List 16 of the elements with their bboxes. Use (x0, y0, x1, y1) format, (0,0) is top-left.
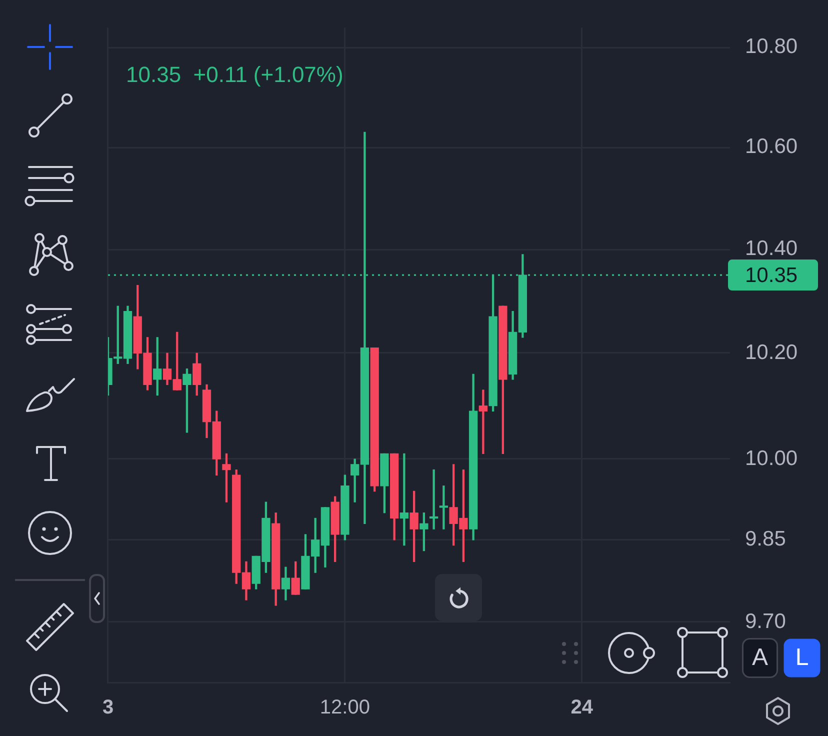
candlestick (439, 486, 448, 530)
x-tick-label: 24 (570, 696, 594, 719)
y-tick-label: 10.80 (745, 35, 798, 58)
y-tick-label: 10.60 (745, 135, 798, 158)
x-tick-label: 3 (102, 696, 114, 719)
y-tick-label: 9.70 (745, 610, 786, 633)
ref-line-label: 10.35 (745, 264, 798, 287)
y-tick-label: 10.00 (745, 446, 798, 470)
y-tick-label: 9.85 (745, 528, 786, 551)
candlestick (478, 390, 488, 454)
y-tick-label: 10.20 (745, 340, 798, 364)
candlestick (400, 453, 409, 546)
text: 10.35 +0.11 (+1.07%) (126, 62, 344, 88)
candlestick (429, 469, 438, 530)
x-tick-label: 12:00 (320, 696, 370, 719)
y-tick-label: 10.40 (745, 237, 798, 260)
